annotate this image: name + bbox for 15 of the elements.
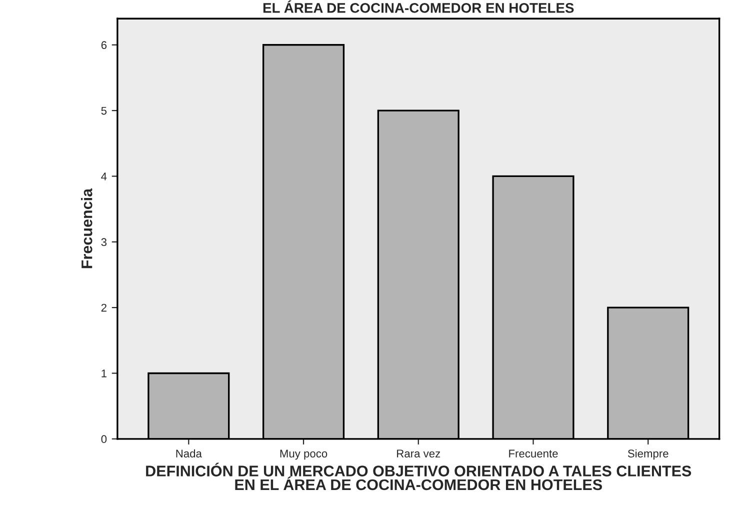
x-axis-title: DEFINICIÓN DE UN MERCADO OBJETIVO ORIENTADO A TALES CLIENTES EN EL ÁREA DE COCINA-COMEDOR EN HOTELES	[146, 462, 692, 490]
x-tick-label: Rara vez	[397, 450, 440, 458]
y-tick-label: 5	[101, 106, 107, 115]
y-axis-title: Frecuencia	[81, 188, 92, 268]
x-tick-label: Nada	[176, 449, 202, 458]
x-tick-label: Frecuente	[509, 450, 558, 458]
chart-title: EL ÁREA DE COCINA-COMEDOR EN HOTELES	[263, 0, 574, 13]
y-tick-label: 2	[101, 304, 106, 312]
y-tick-label: 4	[101, 172, 107, 180]
y-tick-label: 6	[101, 41, 107, 50]
y-tick-label: 3	[101, 238, 107, 246]
y-tick-label: 1	[102, 370, 106, 378]
x-tick-label: Siempre	[628, 449, 668, 460]
x-tick-label: Muy poco	[280, 450, 328, 460]
y-tick-label: 0	[101, 435, 107, 444]
